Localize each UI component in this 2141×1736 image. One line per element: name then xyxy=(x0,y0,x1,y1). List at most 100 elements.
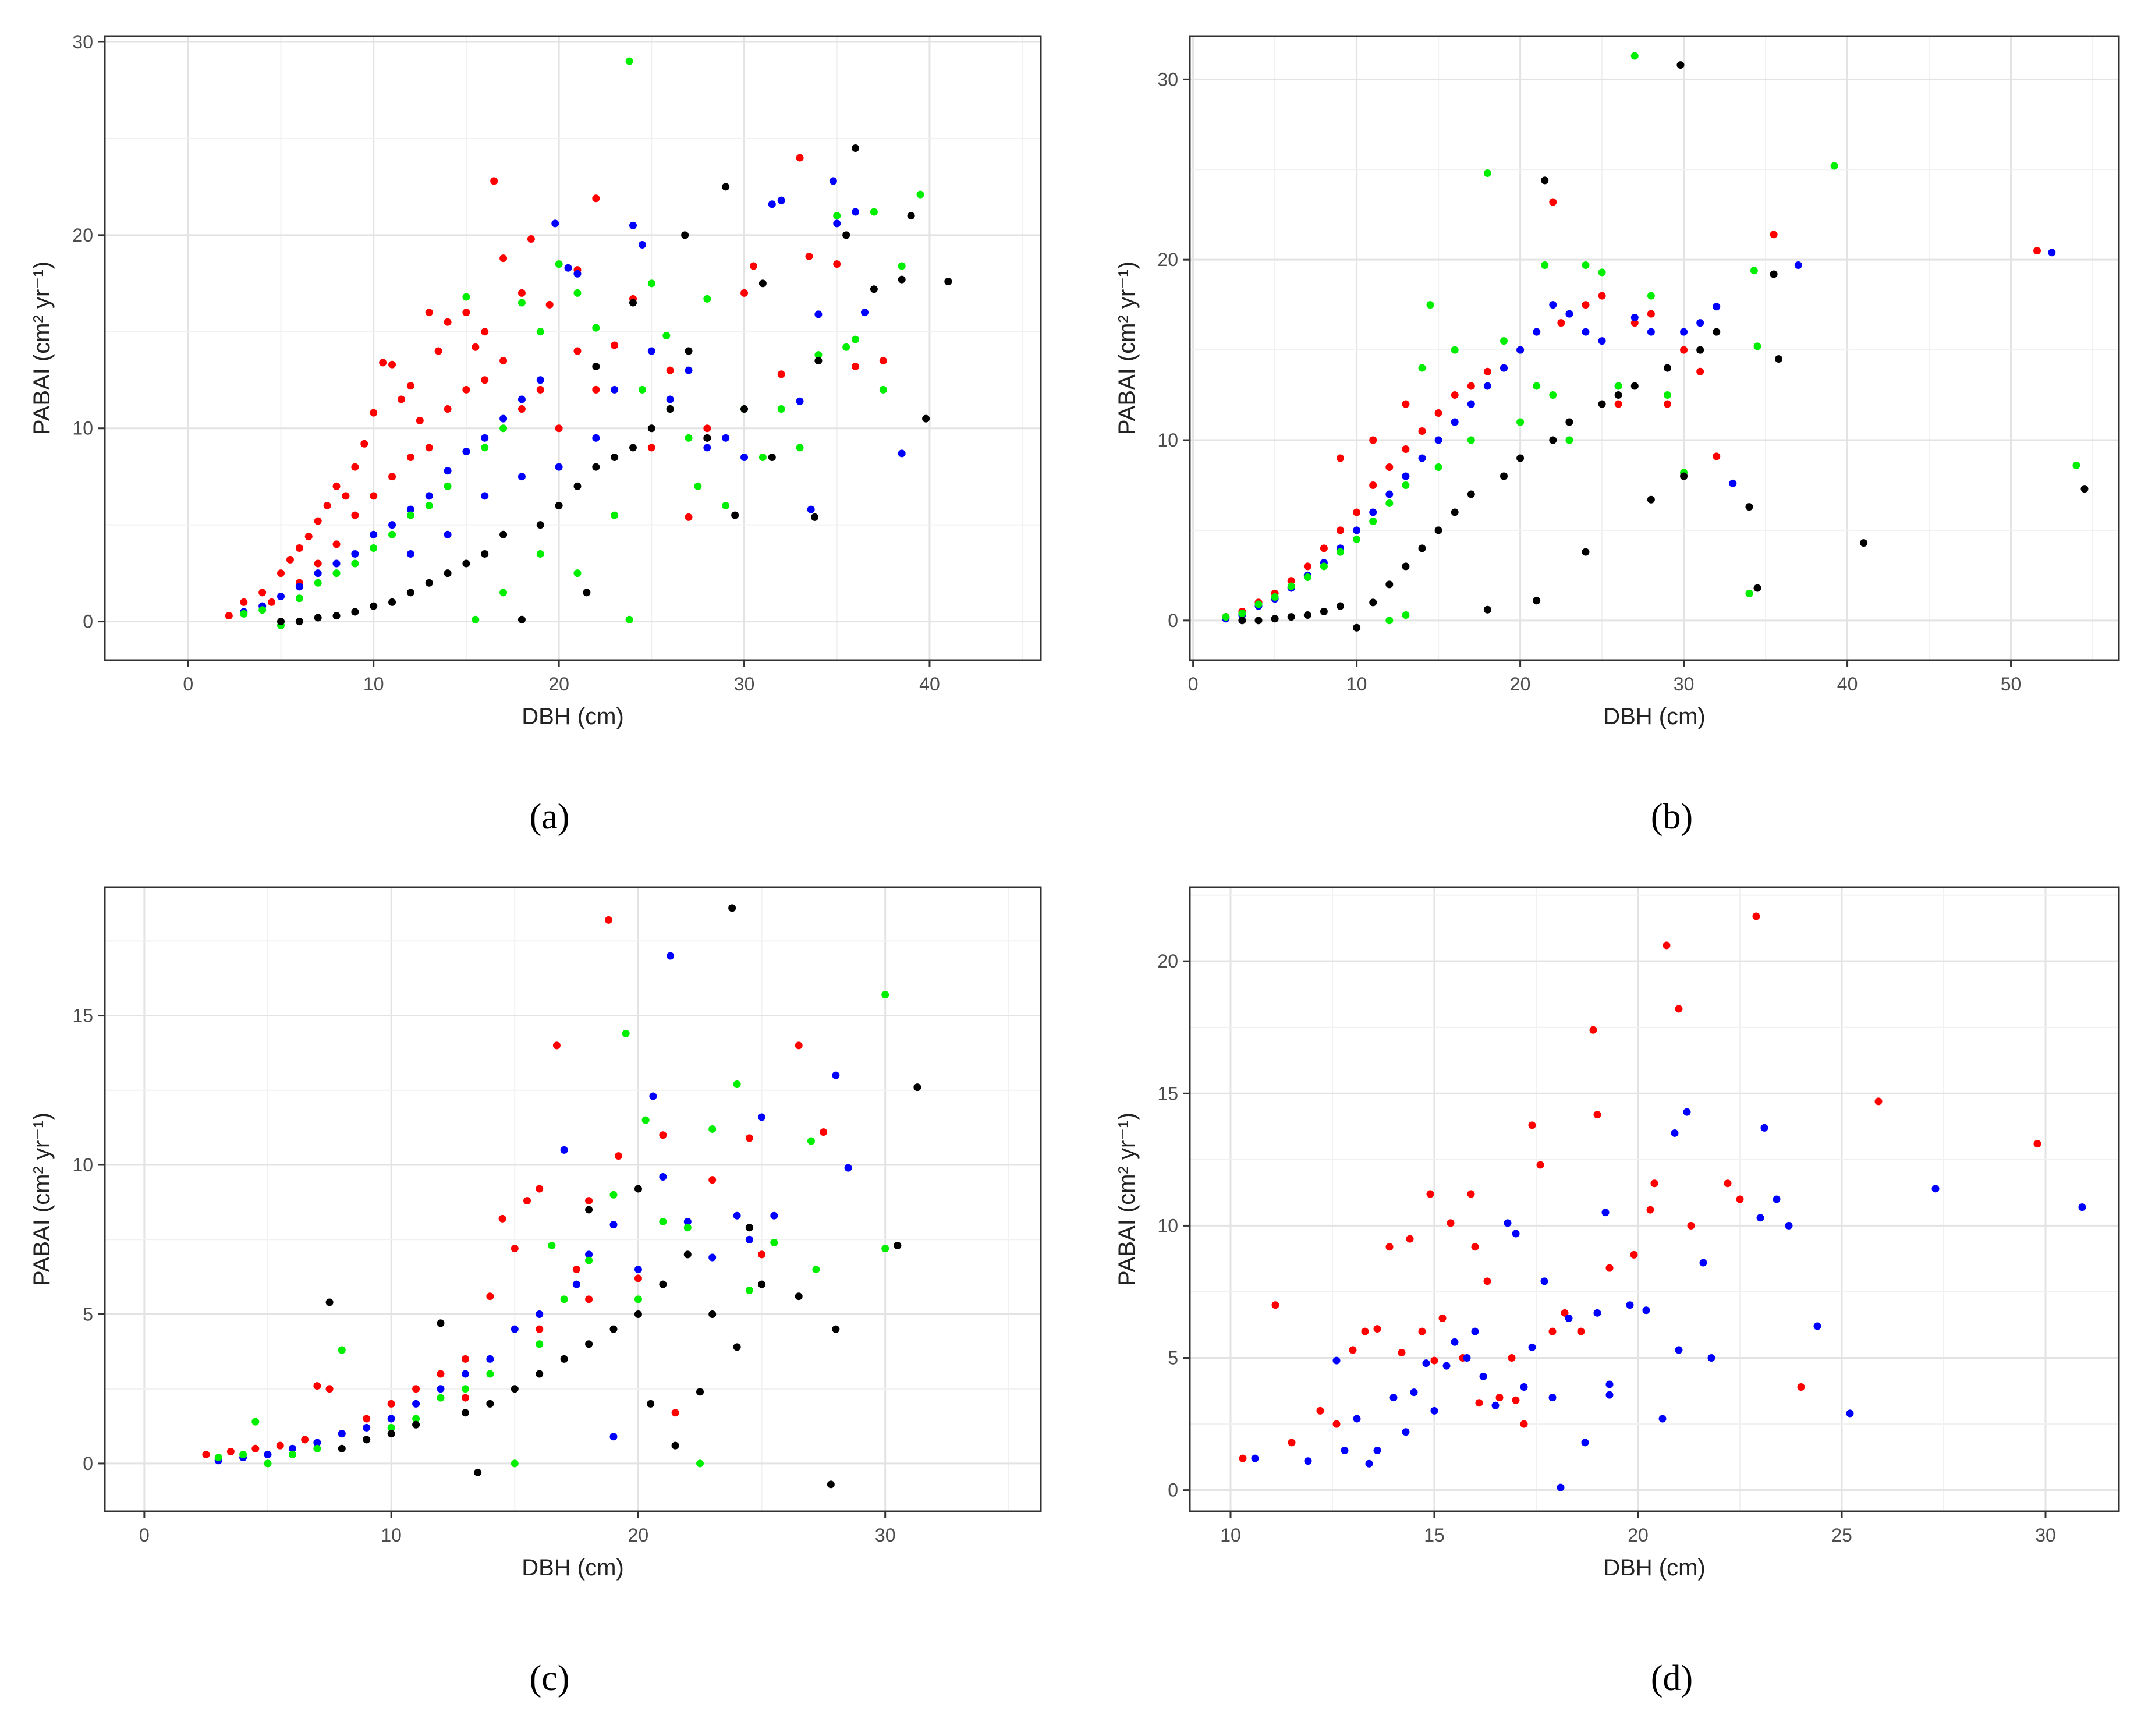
data-point xyxy=(1402,611,1410,619)
data-point xyxy=(573,482,582,490)
data-point xyxy=(1402,445,1410,454)
data-point xyxy=(2080,485,2089,493)
data-point xyxy=(499,254,508,263)
data-point xyxy=(807,1137,815,1145)
data-point xyxy=(1316,1406,1324,1415)
data-point xyxy=(1548,1327,1557,1335)
data-point xyxy=(944,277,952,285)
data-point xyxy=(592,463,600,471)
data-point xyxy=(1565,436,1573,444)
data-point xyxy=(264,1459,272,1468)
data-point xyxy=(659,1173,667,1181)
y-tick-label: 0 xyxy=(83,611,93,632)
data-point xyxy=(379,359,387,367)
data-point xyxy=(812,1266,820,1274)
data-point xyxy=(1770,231,1778,239)
data-point xyxy=(406,505,414,513)
data-point xyxy=(461,1370,469,1378)
data-point xyxy=(1756,1214,1764,1222)
data-point xyxy=(1500,364,1508,372)
data-point xyxy=(811,513,819,521)
data-point xyxy=(573,569,582,578)
data-point xyxy=(814,351,823,359)
data-point xyxy=(1683,1108,1691,1116)
data-point xyxy=(1504,1219,1512,1227)
data-point xyxy=(703,424,711,433)
data-point xyxy=(796,154,804,162)
data-point xyxy=(387,1415,395,1423)
data-point xyxy=(486,1370,494,1378)
data-point xyxy=(1361,1327,1369,1335)
data-point xyxy=(1303,611,1311,619)
data-point xyxy=(1418,364,1426,372)
data-point xyxy=(1533,382,1541,390)
data-point xyxy=(1406,1235,1414,1243)
data-point xyxy=(1287,577,1295,585)
data-point xyxy=(370,409,378,417)
data-point xyxy=(1430,1406,1438,1415)
data-point xyxy=(1680,472,1688,480)
data-point xyxy=(388,473,396,481)
data-point xyxy=(1516,454,1525,462)
data-point xyxy=(832,1325,840,1333)
data-point xyxy=(731,511,739,519)
data-point xyxy=(462,448,470,456)
data-point xyxy=(1663,941,1671,950)
data-point xyxy=(1533,328,1541,336)
data-point xyxy=(768,454,776,462)
data-point xyxy=(560,1146,568,1154)
y-tick-label: 30 xyxy=(1157,69,1178,90)
data-point xyxy=(461,1385,469,1393)
data-point xyxy=(536,550,544,558)
data-point xyxy=(758,454,767,462)
data-point xyxy=(517,615,526,623)
data-point xyxy=(1561,1309,1569,1317)
data-point xyxy=(1528,1121,1536,1129)
data-point xyxy=(301,1436,309,1444)
data-point xyxy=(1729,479,1737,487)
data-point xyxy=(1369,598,1377,607)
data-point xyxy=(1630,382,1639,390)
data-point xyxy=(406,589,414,597)
data-point xyxy=(214,1454,222,1462)
data-point xyxy=(425,501,433,509)
data-point xyxy=(585,1250,593,1259)
data-point xyxy=(1540,1277,1548,1285)
data-point xyxy=(1426,1190,1434,1198)
data-point xyxy=(1753,342,1761,350)
data-point xyxy=(1418,427,1426,435)
data-point xyxy=(740,454,749,462)
x-axis-label: DBH (cm) xyxy=(522,1555,624,1581)
data-point xyxy=(486,1292,494,1301)
data-point xyxy=(1512,1230,1520,1238)
data-point xyxy=(1337,526,1345,534)
data-point xyxy=(412,1415,420,1423)
data-point xyxy=(314,517,322,525)
x-tick-label: 30 xyxy=(1674,674,1695,695)
data-point xyxy=(325,1385,334,1393)
data-point xyxy=(1614,382,1622,390)
data-point xyxy=(1288,1439,1296,1447)
data-point xyxy=(638,385,646,394)
data-point xyxy=(406,511,414,519)
data-point xyxy=(1471,1243,1479,1251)
data-point xyxy=(796,444,804,452)
data-point xyxy=(1451,346,1459,354)
data-point xyxy=(740,289,749,297)
data-point xyxy=(1598,292,1606,300)
data-point xyxy=(1271,615,1279,623)
data-point xyxy=(749,262,757,270)
data-point xyxy=(1500,337,1508,345)
data-point xyxy=(1337,454,1345,462)
data-point xyxy=(202,1451,210,1459)
x-tick-label: 30 xyxy=(2035,1525,2056,1546)
data-point xyxy=(728,904,736,912)
data-point xyxy=(1410,1388,1418,1397)
data-point xyxy=(898,275,906,284)
data-point xyxy=(332,559,341,568)
data-point xyxy=(461,1355,469,1363)
data-point xyxy=(1422,1359,1430,1367)
data-point xyxy=(363,1436,371,1444)
data-point xyxy=(685,347,693,355)
